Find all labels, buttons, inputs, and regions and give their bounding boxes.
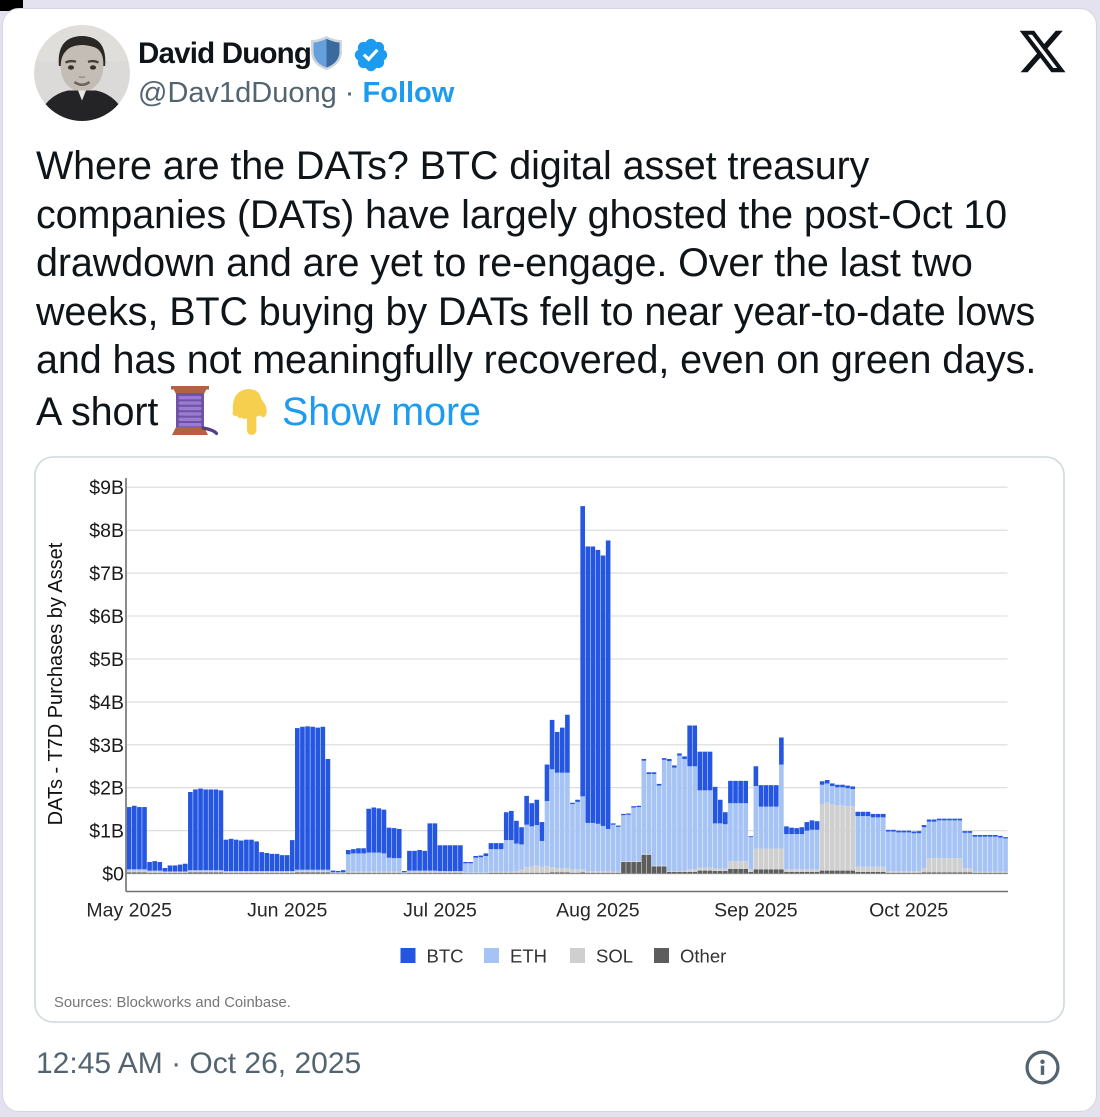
svg-text:$9B: $9B: [89, 477, 124, 499]
svg-text:$1B: $1B: [89, 821, 124, 843]
svg-text:Jun 2025: Jun 2025: [247, 900, 327, 922]
svg-text:Aug 2025: Aug 2025: [556, 900, 640, 922]
svg-text:$2B: $2B: [89, 778, 124, 800]
svg-text:ETH: ETH: [510, 946, 547, 967]
svg-text:$0: $0: [102, 864, 124, 886]
svg-text:$5B: $5B: [89, 649, 124, 671]
svg-text:$7B: $7B: [89, 563, 124, 585]
svg-text:Sep 2025: Sep 2025: [714, 900, 798, 922]
svg-text:Oct 2025: Oct 2025: [869, 900, 948, 922]
svg-text:$8B: $8B: [89, 520, 124, 542]
svg-text:$3B: $3B: [89, 735, 124, 757]
svg-text:$6B: $6B: [89, 606, 124, 628]
svg-text:BTC: BTC: [427, 946, 464, 967]
svg-text:Sources: Blockworks and Coinba: Sources: Blockworks and Coinbase.: [54, 995, 291, 1011]
svg-text:$4B: $4B: [89, 692, 124, 714]
svg-text:Other: Other: [680, 946, 726, 967]
svg-text:Jul 2025: Jul 2025: [403, 900, 477, 922]
svg-text:SOL: SOL: [596, 946, 633, 967]
svg-text:May 2025: May 2025: [86, 900, 172, 922]
svg-text:DATs - T7D Purchases by Asset: DATs - T7D Purchases by Asset: [45, 542, 67, 825]
